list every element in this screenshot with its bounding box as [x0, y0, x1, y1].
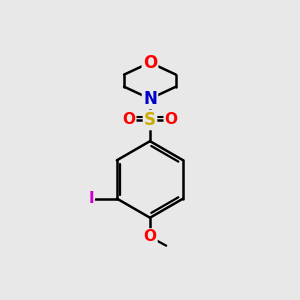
Text: S: S — [144, 111, 156, 129]
Text: O: O — [143, 53, 157, 71]
Text: O: O — [122, 112, 135, 128]
Text: O: O — [143, 230, 157, 244]
Text: N: N — [143, 90, 157, 108]
Text: I: I — [88, 191, 94, 206]
Text: O: O — [165, 112, 178, 128]
